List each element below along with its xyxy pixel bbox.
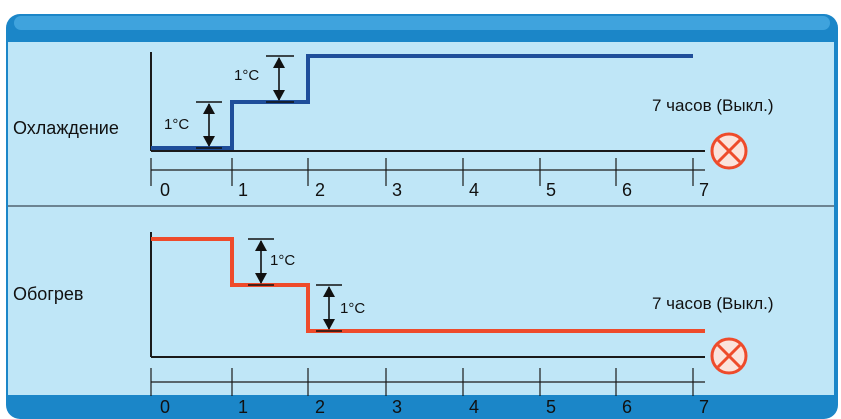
- cooling-tick-7: 7: [699, 180, 709, 200]
- heating-time-ruler: [150, 368, 705, 396]
- cooling-section: Охлаждение 1°C 1°C 7 часов (Выкл.): [13, 52, 774, 200]
- frame-top-highlight: [14, 16, 830, 30]
- heating-title: Обогрев: [13, 284, 83, 304]
- cooling-tick-4: 4: [469, 180, 479, 200]
- heating-step-label-2: 1°C: [340, 300, 365, 317]
- heating-tick-7: 7: [699, 397, 709, 417]
- cooling-time-ruler: [150, 158, 705, 186]
- cooling-title: Охлаждение: [13, 118, 119, 138]
- diagram-panel: [8, 42, 834, 395]
- cooling-off-label: 7 часов (Выкл.): [652, 96, 774, 115]
- cooling-tick-5: 5: [546, 180, 556, 200]
- heating-tick-labels: 0 1 2 3 4 5 6 7: [160, 397, 709, 417]
- cooling-step-label-2: 1°C: [234, 67, 259, 84]
- heating-tick-4: 4: [469, 397, 479, 417]
- cooling-tick-3: 3: [392, 180, 402, 200]
- heating-tick-3: 3: [392, 397, 402, 417]
- cooling-tick-6: 6: [622, 180, 632, 200]
- cooling-tick-0: 0: [160, 180, 170, 200]
- heating-step-arrow-2: [316, 284, 342, 332]
- cooling-tick-labels: 0 1 2 3 4 5 6 7: [160, 180, 709, 200]
- heating-off-label: 7 часов (Выкл.): [652, 294, 774, 313]
- cooling-tick-1: 1: [238, 180, 248, 200]
- cooling-step-arrow-2: [266, 55, 294, 103]
- heating-step-label-1: 1°C: [270, 252, 295, 269]
- cooling-step-label-1: 1°C: [164, 116, 189, 133]
- stop-circle-x-icon: [710, 337, 748, 375]
- cooling-step-arrow-1: [196, 101, 222, 149]
- heating-section: Обогрев 1°C 1°C 7 часов (Выкл.): [13, 232, 774, 417]
- heating-step-arrow-1: [248, 238, 274, 286]
- stop-circle-x-icon: [710, 132, 748, 170]
- heating-tick-6: 6: [622, 397, 632, 417]
- heating-tick-2: 2: [315, 397, 325, 417]
- heating-tick-5: 5: [546, 397, 556, 417]
- heating-tick-0: 0: [160, 397, 170, 417]
- cooling-tick-2: 2: [315, 180, 325, 200]
- heating-tick-1: 1: [238, 397, 248, 417]
